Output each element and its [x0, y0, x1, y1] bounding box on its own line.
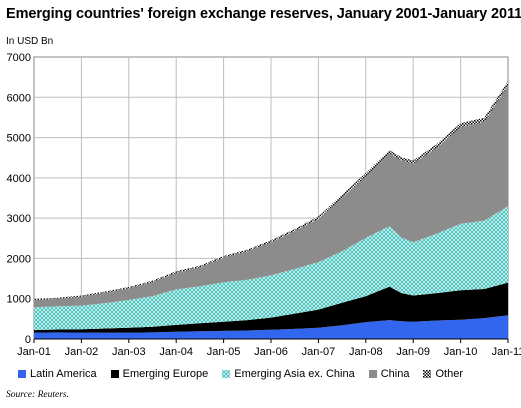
x-tick-label: Jan-11	[492, 346, 521, 358]
x-tick-label: Jan-04	[159, 346, 193, 358]
x-tick-label: Jan-06	[254, 346, 288, 358]
legend-item-other: Other	[423, 368, 463, 380]
x-tick-label: Jan-07	[302, 346, 336, 358]
area-china	[34, 85, 508, 308]
y-tick-label: 4000	[7, 173, 31, 185]
legend-item-china: China	[368, 368, 410, 380]
x-tick-label: Jan-10	[444, 346, 478, 358]
x-tick-label: Jan-03	[112, 346, 146, 358]
legend: Latin America Emerging Europe Emerging A…	[18, 368, 477, 380]
x-tick-label: Jan-05	[207, 346, 241, 358]
y-axis-unit-label: In USD Bn	[6, 36, 54, 47]
legend-item-emerging-asia: Emerging Asia ex. China	[222, 368, 355, 380]
y-tick-label: 7000	[7, 52, 31, 64]
legend-label-emerging-europe: Emerging Europe	[122, 368, 209, 380]
x-tick-label: Jan-02	[65, 346, 99, 358]
legend-swatch-other	[423, 370, 432, 378]
y-tick-label: 0	[25, 334, 31, 346]
area-emerging-asia-ex-china	[34, 206, 508, 331]
legend-item-latin-america: Latin America	[18, 368, 97, 380]
source-note: Source: Reuters.	[6, 390, 69, 400]
legend-label-other: Other	[435, 368, 463, 380]
area-latin-america	[34, 315, 508, 339]
y-tick-label: 2000	[7, 253, 31, 265]
area-emerging-europe	[34, 282, 508, 333]
axes: 0 1000 2000 3000 4000 5000 6000 7000 Jan-01 Jan-0…	[7, 52, 521, 358]
legend-label-emerging-asia: Emerging Asia ex. China	[234, 368, 355, 380]
legend-swatch-latin-america	[18, 370, 26, 378]
chart-title: Emerging countries' foreign exchange res…	[6, 6, 521, 22]
legend-label-china: China	[380, 368, 410, 380]
x-tick-label: Jan-01	[17, 346, 51, 358]
x-tick-label: Jan-09	[396, 346, 430, 358]
legend-swatch-china	[368, 370, 377, 378]
legend-label-latin-america: Latin America	[30, 368, 97, 380]
y-tick-label: 3000	[7, 213, 31, 225]
legend-item-emerging-europe: Emerging Europe	[110, 368, 209, 380]
y-tick-label: 6000	[7, 92, 31, 104]
legend-swatch-emerging-europe	[110, 370, 119, 378]
series-areas	[34, 81, 508, 339]
y-tick-label: 5000	[7, 133, 31, 145]
x-tick-label: Jan-08	[349, 346, 383, 358]
y-tick-label: 1000	[7, 294, 31, 306]
legend-swatch-emerging-asia	[222, 370, 231, 378]
